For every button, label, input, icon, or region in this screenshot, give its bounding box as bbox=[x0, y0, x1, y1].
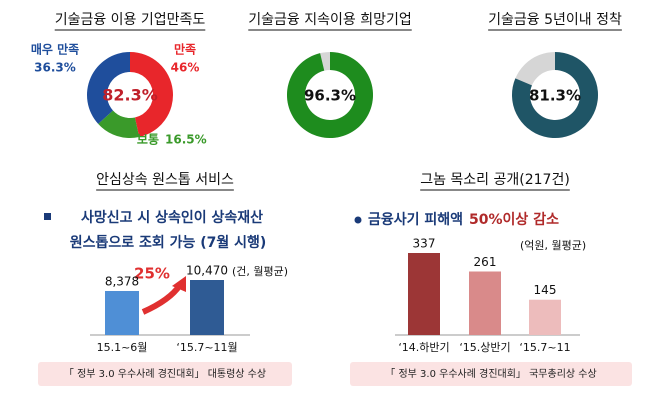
x-tick-label: 15.1~6월 bbox=[97, 341, 148, 354]
growth-arrow-head bbox=[172, 276, 186, 292]
chart-title: 그놈 목소리 공개(217건) bbox=[420, 172, 570, 188]
unit: (억원, 월평균) bbox=[520, 239, 586, 252]
chart-title: 기술금융 이용 기업만족도 bbox=[55, 12, 206, 28]
x-tick-label: ‘15.상반기 bbox=[459, 341, 510, 354]
segment-label: 매우 만족 bbox=[31, 42, 79, 57]
subtitle-part: 금융사기 피해액 bbox=[368, 211, 463, 228]
unit: (건, 월평균) bbox=[232, 265, 288, 278]
segment-label: 만족 bbox=[174, 42, 196, 57]
segment-value: 16.5% bbox=[165, 133, 207, 147]
segment-value: 36.3% bbox=[34, 61, 76, 75]
subtitle: 금융사기 피해액 50%이상 감소 bbox=[368, 211, 559, 228]
growth-arrow bbox=[141, 283, 183, 315]
segment-value: 46% bbox=[171, 61, 200, 75]
caption: 「 정부 3.0 우수사례 경진대회」 국무총리상 수상 bbox=[385, 367, 596, 380]
caption-box bbox=[38, 362, 292, 386]
donut-segment bbox=[287, 52, 374, 138]
value-label: 8,378 bbox=[105, 274, 139, 288]
annotation: 25% bbox=[134, 265, 170, 283]
donut-segment bbox=[87, 51, 130, 124]
center-label: 96.3% bbox=[304, 87, 356, 105]
donut-segment bbox=[98, 110, 140, 138]
center-label: 82.3% bbox=[102, 86, 158, 105]
subtitle-part: 50%이상 감소 bbox=[469, 211, 559, 228]
bar bbox=[469, 271, 501, 335]
bar bbox=[190, 280, 224, 335]
donut-segment bbox=[512, 52, 598, 138]
subtitle: 원스톱으로 조회 가능 (7월 시행) bbox=[70, 234, 267, 251]
caption-box bbox=[350, 362, 632, 386]
x-tick-label: ‘14.하반기 bbox=[398, 340, 449, 354]
bar bbox=[529, 299, 561, 335]
value-label: 145 bbox=[534, 283, 557, 297]
bar bbox=[408, 253, 440, 335]
x-tick-label: ‘15.7~11 bbox=[519, 341, 570, 354]
value-label: 10,470 bbox=[186, 264, 228, 278]
chart-title: 안심상속 원스톱 서비스 bbox=[96, 172, 234, 188]
chart-title: 기술금융 지속이용 희망기업 bbox=[248, 12, 411, 28]
x-tick-label: ‘15.7~11월 bbox=[176, 341, 237, 354]
bullet bbox=[354, 216, 362, 224]
bullet bbox=[44, 213, 51, 220]
value-label: 337 bbox=[413, 237, 436, 251]
subtitle: 사망신고 시 상속인이 상속재산 bbox=[81, 209, 263, 226]
chart-title: 기술금융 5년이내 정착 bbox=[488, 12, 622, 28]
bar bbox=[105, 290, 139, 335]
donut-segment bbox=[130, 52, 173, 137]
caption: 「 정부 3.0 우수사례 경진대회」 대통령상 수상 bbox=[64, 367, 266, 380]
center-label: 81.3% bbox=[529, 87, 581, 105]
segment-label: 보통 bbox=[137, 132, 159, 147]
value-label: 261 bbox=[474, 255, 497, 269]
